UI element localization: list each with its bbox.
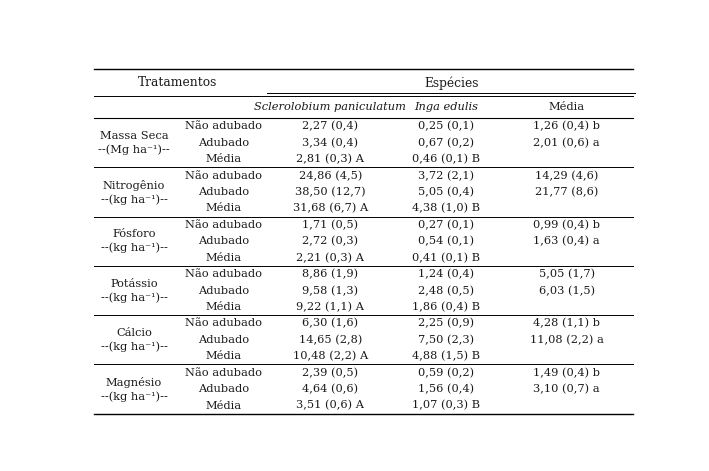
Text: Média: Média	[205, 203, 241, 213]
Text: Fósforo
--(kg ha⁻¹)--: Fósforo --(kg ha⁻¹)--	[101, 229, 167, 253]
Text: Sclerolobium paniculatum: Sclerolobium paniculatum	[255, 102, 406, 112]
Text: Inga edulis: Inga edulis	[414, 102, 478, 112]
Text: 9,22 (1,1) A: 9,22 (1,1) A	[296, 302, 364, 312]
Text: 2,21 (0,3) A: 2,21 (0,3) A	[296, 252, 364, 263]
Text: Média: Média	[205, 253, 241, 263]
Text: 1,49 (0,4) b: 1,49 (0,4) b	[533, 367, 600, 378]
Text: 3,72 (2,1): 3,72 (2,1)	[418, 171, 474, 181]
Text: 1,56 (0,4): 1,56 (0,4)	[418, 384, 474, 394]
Text: 0,54 (0,1): 0,54 (0,1)	[418, 236, 474, 246]
Text: 2,27 (0,4): 2,27 (0,4)	[302, 121, 359, 131]
Text: 0,67 (0,2): 0,67 (0,2)	[418, 138, 474, 148]
Text: 1,24 (0,4): 1,24 (0,4)	[418, 269, 474, 279]
Text: 0,25 (0,1): 0,25 (0,1)	[418, 121, 474, 131]
Text: Tratamentos: Tratamentos	[138, 76, 218, 89]
Text: 14,65 (2,8): 14,65 (2,8)	[298, 335, 362, 345]
Text: Magnésio
--(kg ha⁻¹)--: Magnésio --(kg ha⁻¹)--	[101, 377, 167, 402]
Text: Nitrogênio
--(kg ha⁻¹)--: Nitrogênio --(kg ha⁻¹)--	[101, 179, 167, 204]
Text: 1,63 (0,4) a: 1,63 (0,4) a	[533, 236, 600, 246]
Text: Adubado: Adubado	[198, 384, 249, 394]
Text: 4,88 (1,5) B: 4,88 (1,5) B	[412, 351, 480, 361]
Text: 4,38 (1,0) B: 4,38 (1,0) B	[412, 203, 480, 214]
Text: Adubado: Adubado	[198, 187, 249, 197]
Text: 0,41 (0,1) B: 0,41 (0,1) B	[412, 252, 480, 263]
Text: 3,10 (0,7) a: 3,10 (0,7) a	[533, 384, 600, 394]
Text: Massa Seca
--(Mg ha⁻¹)--: Massa Seca --(Mg ha⁻¹)--	[98, 131, 170, 155]
Text: 6,03 (1,5): 6,03 (1,5)	[539, 285, 595, 296]
Text: 2,25 (0,9): 2,25 (0,9)	[418, 318, 474, 329]
Text: 1,86 (0,4) B: 1,86 (0,4) B	[412, 302, 480, 312]
Text: Não adubado: Não adubado	[185, 269, 262, 279]
Text: Média: Média	[205, 154, 241, 164]
Text: 11,08 (2,2) a: 11,08 (2,2) a	[530, 335, 603, 345]
Text: 5,05 (0,4): 5,05 (0,4)	[418, 187, 474, 197]
Text: 2,48 (0,5): 2,48 (0,5)	[418, 285, 474, 296]
Text: Média: Média	[549, 102, 585, 112]
Text: 0,99 (0,4) b: 0,99 (0,4) b	[533, 220, 600, 230]
Text: 38,50 (12,7): 38,50 (12,7)	[295, 187, 366, 197]
Text: Adubado: Adubado	[198, 236, 249, 246]
Text: 24,86 (4,5): 24,86 (4,5)	[298, 171, 362, 181]
Text: 6,30 (1,6): 6,30 (1,6)	[302, 318, 359, 329]
Text: Potássio
--(kg ha⁻¹)--: Potássio --(kg ha⁻¹)--	[101, 279, 167, 302]
Text: 0,59 (0,2): 0,59 (0,2)	[418, 367, 474, 378]
Text: Não adubado: Não adubado	[185, 122, 262, 131]
Text: Adubado: Adubado	[198, 285, 249, 296]
Text: 1,07 (0,3) B: 1,07 (0,3) B	[412, 400, 480, 411]
Text: 0,46 (0,1) B: 0,46 (0,1) B	[412, 154, 480, 164]
Text: Adubado: Adubado	[198, 335, 249, 345]
Text: 31,68 (6,7) A: 31,68 (6,7) A	[293, 203, 368, 214]
Text: 9,58 (1,3): 9,58 (1,3)	[302, 285, 359, 296]
Text: 0,27 (0,1): 0,27 (0,1)	[418, 220, 474, 230]
Text: Média: Média	[205, 351, 241, 361]
Text: 3,34 (0,4): 3,34 (0,4)	[302, 138, 359, 148]
Text: 2,81 (0,3) A: 2,81 (0,3) A	[296, 154, 364, 164]
Text: 5,05 (1,7): 5,05 (1,7)	[539, 269, 595, 279]
Text: Adubado: Adubado	[198, 138, 249, 148]
Text: 2,39 (0,5): 2,39 (0,5)	[302, 367, 359, 378]
Text: Não adubado: Não adubado	[185, 318, 262, 328]
Text: Média: Média	[205, 302, 241, 312]
Text: Não adubado: Não adubado	[185, 171, 262, 181]
Text: 10,48 (2,2) A: 10,48 (2,2) A	[293, 351, 368, 361]
Text: 2,72 (0,3): 2,72 (0,3)	[302, 236, 359, 246]
Text: Espécies: Espécies	[424, 76, 479, 89]
Text: Não adubado: Não adubado	[185, 220, 262, 230]
Text: Média: Média	[205, 400, 241, 411]
Text: 1,26 (0,4) b: 1,26 (0,4) b	[533, 121, 600, 131]
Text: 21,77 (8,6): 21,77 (8,6)	[535, 187, 598, 197]
Text: 1,71 (0,5): 1,71 (0,5)	[302, 220, 359, 230]
Text: 3,51 (0,6) A: 3,51 (0,6) A	[296, 400, 364, 411]
Text: 14,29 (4,6): 14,29 (4,6)	[535, 171, 598, 181]
Text: 7,50 (2,3): 7,50 (2,3)	[418, 335, 474, 345]
Text: 4,64 (0,6): 4,64 (0,6)	[302, 384, 359, 394]
Text: Não adubado: Não adubado	[185, 368, 262, 378]
Text: Cálcio
--(kg ha⁻¹)--: Cálcio --(kg ha⁻¹)--	[101, 328, 167, 352]
Text: 2,01 (0,6) a: 2,01 (0,6) a	[533, 138, 600, 148]
Text: 4,28 (1,1) b: 4,28 (1,1) b	[533, 318, 600, 329]
Text: 8,86 (1,9): 8,86 (1,9)	[302, 269, 359, 279]
